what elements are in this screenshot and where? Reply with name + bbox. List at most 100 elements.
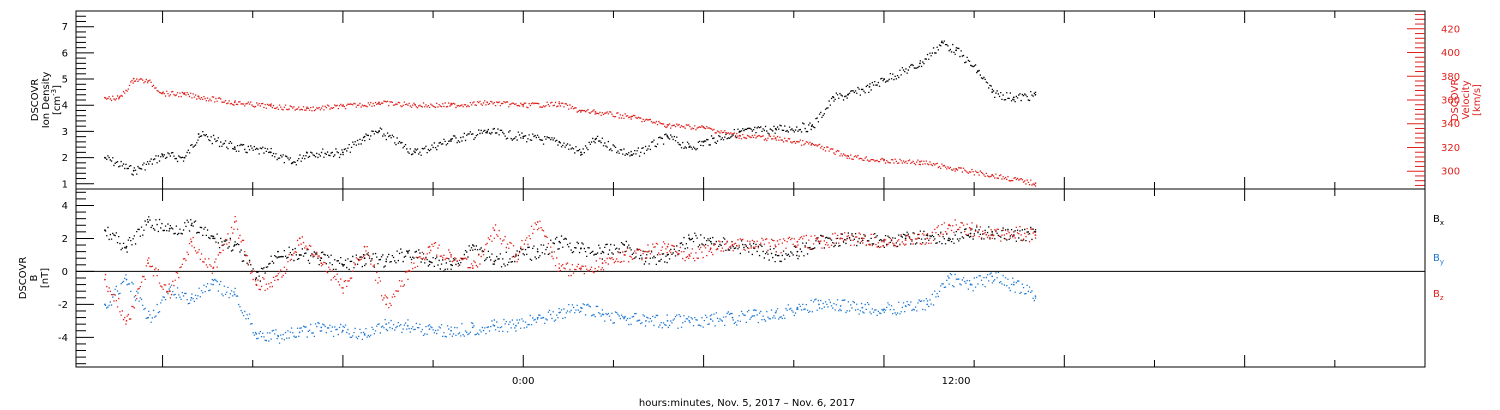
bz-point <box>774 245 777 248</box>
b-axis-tick-label: 4 <box>62 201 68 212</box>
density-axis-tick-label: 6 <box>62 48 68 59</box>
density-point <box>832 96 835 99</box>
by-point <box>666 320 669 322</box>
by-point <box>515 324 517 327</box>
density-axis-tick-label: 5 <box>62 75 68 86</box>
bx-point <box>558 240 561 243</box>
bz-point <box>1012 231 1015 233</box>
bx-point <box>190 224 193 227</box>
bx-point <box>233 244 236 246</box>
bz-point <box>471 267 474 269</box>
velocity-axis-tick-label: 400 <box>1441 48 1460 59</box>
density-point <box>810 125 813 128</box>
density-axis-tick-label: 3 <box>62 127 68 138</box>
density-point <box>1012 96 1015 99</box>
by-point <box>450 329 452 332</box>
by-point <box>645 320 647 322</box>
bx-point <box>168 227 171 230</box>
velocity-point <box>630 115 633 118</box>
bz-point <box>277 278 279 281</box>
density-point <box>378 130 380 133</box>
velocity-point <box>132 77 135 80</box>
by-point <box>277 334 279 337</box>
bz-point <box>688 254 691 256</box>
bx-point <box>948 237 950 240</box>
velocity-point <box>305 107 308 110</box>
by-point <box>709 318 712 321</box>
velocity-axis-tick-label: 340 <box>1441 119 1460 130</box>
bz-point <box>623 254 626 256</box>
magnetic-field-panel: -4 -2 0 2 4 DSCOVRB[nT] Bx By Bz <box>18 188 1444 368</box>
velocity-point <box>522 103 525 106</box>
bx-point <box>709 240 712 243</box>
by-point <box>536 316 539 319</box>
bz-point <box>645 250 647 253</box>
density-point <box>414 151 416 154</box>
by-point <box>774 311 777 314</box>
by-legend-label: By <box>1433 253 1444 266</box>
bz-series <box>104 216 1037 325</box>
velocity-point <box>486 101 489 104</box>
bz-point <box>839 237 842 240</box>
velocity-point <box>738 134 741 137</box>
by-point <box>818 303 820 306</box>
density-point <box>688 146 691 149</box>
velocity-point <box>558 102 561 105</box>
x-tick-label: 12:00 <box>942 376 971 387</box>
bottom-panel-frame <box>75 188 1426 368</box>
time-axis: 0:00 12:00 <box>162 11 1426 387</box>
velocity-axis-tick-label: 300 <box>1441 167 1460 178</box>
by-point <box>298 331 301 334</box>
velocity-point <box>342 105 344 107</box>
bz-point <box>385 303 388 306</box>
bx-point <box>471 244 474 246</box>
velocity-point <box>810 143 813 145</box>
bx-point <box>536 250 539 253</box>
density-point <box>868 86 871 88</box>
bz-point <box>428 245 431 248</box>
bx-point <box>428 260 431 263</box>
velocity-point <box>450 103 452 106</box>
bx-legend-label: Bx <box>1433 214 1444 227</box>
bz-point <box>493 229 496 232</box>
velocity-point <box>991 173 994 176</box>
bz-legend-label: Bz <box>1433 289 1444 302</box>
density-axis-tick-label: 4 <box>62 101 68 112</box>
by-point <box>104 303 106 306</box>
velocity-point <box>233 101 236 104</box>
by-point <box>580 306 582 309</box>
x-axis-title: hours:minutes, Nov. 5, 2017 – Nov. 6, 20… <box>639 398 855 409</box>
density-point <box>738 130 741 133</box>
density-point <box>991 91 994 93</box>
bz-point <box>731 244 734 246</box>
b-axis-tick-label: -2 <box>58 300 68 311</box>
b-axis-tick-label: 0 <box>62 267 68 278</box>
velocity-point <box>702 126 705 129</box>
bz-point <box>1034 234 1037 237</box>
density-velocity-panel: 1 2 3 4 5 6 7 300 320 340 360 380 400 420 DSCOVRIon De… <box>30 10 1483 190</box>
density-point <box>847 93 849 96</box>
velocity-series <box>104 78 1037 187</box>
x-tick-label: 0:00 <box>512 376 534 387</box>
bx-point <box>991 231 994 233</box>
bz-point <box>601 262 604 265</box>
bx-point <box>147 221 150 223</box>
by-point <box>147 316 150 319</box>
bz-point <box>450 254 452 256</box>
density-axis-tick-label: 7 <box>62 22 68 33</box>
density-point <box>291 161 294 164</box>
by-point <box>493 324 496 327</box>
velocity-point <box>414 103 416 106</box>
by-point <box>796 306 799 309</box>
bz-point <box>926 237 929 240</box>
velocity-point <box>118 96 121 99</box>
velocity-point <box>955 167 957 170</box>
bx-point <box>580 247 582 250</box>
velocity-point <box>594 111 597 113</box>
density-point <box>161 154 164 156</box>
density-point <box>1034 93 1037 96</box>
velocity-axis-tick-label: 380 <box>1441 72 1460 83</box>
velocity-axis-tick-label: 360 <box>1441 96 1460 107</box>
density-point <box>269 151 272 154</box>
bz-point <box>190 240 193 243</box>
